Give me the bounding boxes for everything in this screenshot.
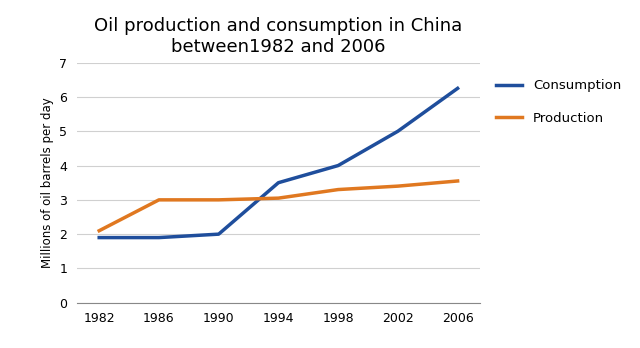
Production bbox=[215, 198, 223, 202]
Consumption bbox=[454, 86, 461, 90]
Consumption bbox=[334, 164, 342, 168]
Production bbox=[275, 196, 282, 200]
Line: Consumption: Consumption bbox=[99, 88, 458, 238]
Consumption bbox=[394, 129, 402, 133]
Production bbox=[454, 179, 461, 183]
Title: Oil production and consumption in China
between1982 and 2006: Oil production and consumption in China … bbox=[94, 17, 463, 56]
Production bbox=[334, 188, 342, 192]
Line: Production: Production bbox=[99, 181, 458, 231]
Consumption bbox=[155, 236, 163, 240]
Production bbox=[95, 229, 103, 233]
Consumption bbox=[215, 232, 223, 236]
Production bbox=[394, 184, 402, 188]
Consumption bbox=[275, 181, 282, 185]
Consumption bbox=[95, 236, 103, 240]
Production bbox=[155, 198, 163, 202]
Y-axis label: Millions of oil barrels per day: Millions of oil barrels per day bbox=[40, 97, 54, 268]
Legend: Consumption, Production: Consumption, Production bbox=[491, 74, 627, 130]
